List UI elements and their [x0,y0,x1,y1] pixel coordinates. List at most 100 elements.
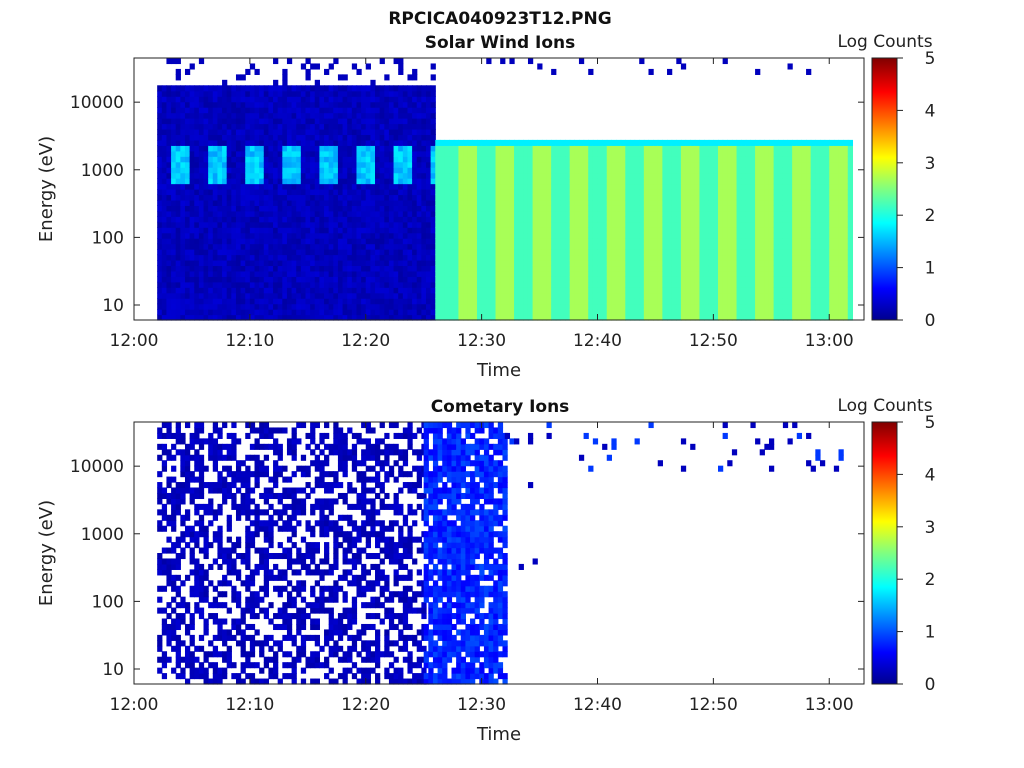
heatmap-cell [319,118,325,125]
heatmap-cell [291,172,297,179]
heatmap-cell [351,101,358,108]
heatmap-cell [546,199,552,206]
heatmap-cell [249,216,256,223]
heatmap-cell [750,265,756,272]
heatmap-cell [583,183,589,190]
heatmap-cell [759,314,765,321]
heatmap-cell [643,281,650,288]
heatmap-cell [157,259,163,267]
heatmap-cell [551,309,557,316]
heatmap-cell [305,183,311,190]
heatmap-cell [704,205,710,212]
heatmap-cell [347,249,353,256]
heatmap-cell [171,232,177,239]
heatmap-cell [759,221,765,228]
heatmap-cell [291,139,297,146]
heatmap-cell [472,199,478,206]
heatmap-cell [375,118,381,125]
heatmap-cell [180,145,186,152]
heatmap-cell [453,199,460,206]
heatmap-cell [212,303,219,310]
heatmap-cell [235,292,242,299]
heatmap-cell [314,287,320,294]
heatmap-cell [629,265,636,272]
heatmap-cell [421,96,427,103]
heatmap-cell [629,238,636,245]
heatmap-cell [430,161,436,168]
heatmap-cell [370,156,376,163]
heatmap-cell [755,199,761,206]
heatmap-cell [398,254,404,261]
heatmap-cell [699,167,705,174]
heatmap-cell [430,221,436,228]
heatmap-cell [328,276,334,283]
heatmap-cell [198,221,205,228]
heatmap-cell [286,270,293,277]
heatmap-cell [602,189,608,196]
heatmap-cell [588,172,594,179]
heatmap-cell [476,265,483,272]
heatmap-cell [208,303,214,310]
heatmap-cell [273,221,279,228]
heatmap-cell [657,254,663,261]
heatmap-cell [291,178,297,185]
heatmap-cell [375,90,381,97]
heatmap-cell [184,281,191,288]
heatmap-cell [189,183,195,190]
heatmap-cell [426,265,432,272]
heatmap-cell [449,178,455,185]
heatmap-cell [653,243,659,250]
heatmap-cell [282,194,288,201]
heatmap-cell [653,281,659,288]
heatmap-cell [699,194,705,201]
heatmap-cell [583,276,589,283]
heatmap-cell [555,309,562,316]
heatmap-cell [634,205,640,212]
heatmap-cell [704,314,710,321]
heatmap-cell [560,254,566,261]
heatmap-cell [356,172,362,179]
heatmap-cell [402,139,409,146]
heatmap-cell [222,150,228,157]
heatmap-cell [393,281,399,288]
heatmap-cell [676,249,682,256]
heatmap-cell [356,107,362,114]
heatmap-cell [180,298,186,305]
heatmap-cell [351,63,358,70]
heatmap-cell [620,145,626,152]
heatmap-cell [759,281,765,288]
heatmap-cell [231,205,237,212]
heatmap-cell [490,303,497,310]
heatmap-cell [537,227,543,234]
heatmap-cell [198,287,205,294]
heatmap-cell [620,216,626,223]
heatmap-cell [467,216,473,223]
heatmap-cell [616,292,622,299]
heatmap-cell [240,112,246,119]
heatmap-cell [736,205,742,212]
heatmap-cell [727,292,733,299]
heatmap-cell [588,265,594,272]
heatmap-cell [198,128,205,136]
heatmap-cell [171,199,177,206]
heatmap-cell [472,139,478,146]
heatmap-cell [222,107,228,114]
heatmap-cell [194,221,200,228]
heatmap-cell [384,189,390,196]
heatmap-cell [393,156,399,163]
heatmap-cell [639,189,645,196]
heatmap-cell [759,183,765,190]
heatmap-cell [518,183,524,190]
heatmap-cell [412,183,418,190]
heatmap-cell [249,123,256,130]
heatmap-cell [449,167,455,174]
heatmap-cell [551,205,557,212]
heatmap-cell [347,112,353,119]
heatmap-cell [676,254,682,261]
heatmap-cell [310,172,316,179]
heatmap-cell [171,205,177,212]
heatmap-cell [314,298,320,305]
heatmap-cell [175,292,181,299]
heatmap-cell [305,58,311,65]
heatmap-cell [486,281,492,288]
